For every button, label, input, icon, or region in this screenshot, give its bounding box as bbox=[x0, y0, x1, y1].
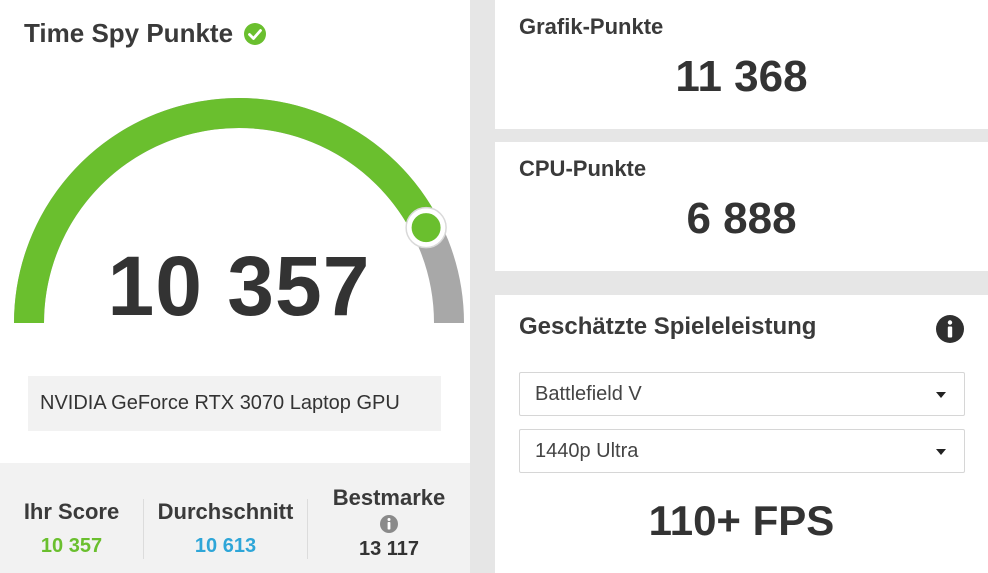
gauge-fill bbox=[14, 98, 440, 324]
score-gauge bbox=[14, 98, 464, 324]
chevron-down-icon bbox=[936, 392, 946, 398]
cpu-score-card: CPU-Punkte 6 888 bbox=[495, 142, 988, 271]
gpu-name: NVIDIA GeForce RTX 3070 Laptop GPU bbox=[28, 376, 441, 431]
gauge-marker bbox=[406, 208, 446, 248]
game-select[interactable]: Battlefield V bbox=[519, 372, 965, 416]
your-score-label: Ihr Score bbox=[23, 499, 120, 524]
fps-estimate: 110+ FPS bbox=[648, 497, 835, 544]
check-circle-icon bbox=[244, 22, 267, 45]
graphics-score-card: Grafik-Punkte 11 368 bbox=[495, 0, 988, 129]
score-title-row: Time Spy Punkte bbox=[24, 18, 267, 49]
game-performance-card: Geschätzte Spieleleistung Battlefield V … bbox=[495, 295, 988, 573]
graphics-score-label: Grafik-Punkte bbox=[519, 14, 664, 39]
game-performance-title: Geschätzte Spieleleistung bbox=[519, 313, 817, 340]
total-score: 10 357 bbox=[107, 239, 371, 333]
preset-select[interactable]: 1440p Ultra bbox=[519, 429, 965, 473]
your-score-value: 10 357 bbox=[40, 535, 103, 557]
divider bbox=[143, 499, 144, 559]
game-select-value: Battlefield V bbox=[535, 383, 642, 405]
chevron-down-icon bbox=[936, 449, 946, 455]
your-score-stat: Ihr Score 10 357 bbox=[0, 463, 143, 573]
score-panel: Time Spy Punkte 10 357 NVIDIA GeForce RT… bbox=[0, 0, 470, 573]
score-comparison: Ihr Score 10 357 Durchschnitt 10 613 Bes… bbox=[0, 463, 470, 573]
average-label: Durchschnitt bbox=[157, 499, 294, 524]
average-stat: Durchschnitt 10 613 bbox=[144, 463, 307, 573]
best-value: 13 117 bbox=[358, 538, 420, 560]
average-value: 10 613 bbox=[194, 535, 257, 557]
best-stat: Bestmarke 13 117 bbox=[308, 463, 470, 573]
divider bbox=[307, 499, 308, 559]
info-icon[interactable] bbox=[379, 514, 399, 534]
best-label: Bestmarke bbox=[332, 485, 446, 510]
preset-select-value: 1440p Ultra bbox=[535, 440, 639, 462]
cpu-score-value: 6 888 bbox=[686, 194, 797, 243]
info-icon[interactable] bbox=[935, 314, 965, 344]
graphics-score-value: 11 368 bbox=[675, 52, 808, 101]
score-title: Time Spy Punkte bbox=[24, 18, 234, 48]
cpu-score-label: CPU-Punkte bbox=[519, 156, 647, 181]
